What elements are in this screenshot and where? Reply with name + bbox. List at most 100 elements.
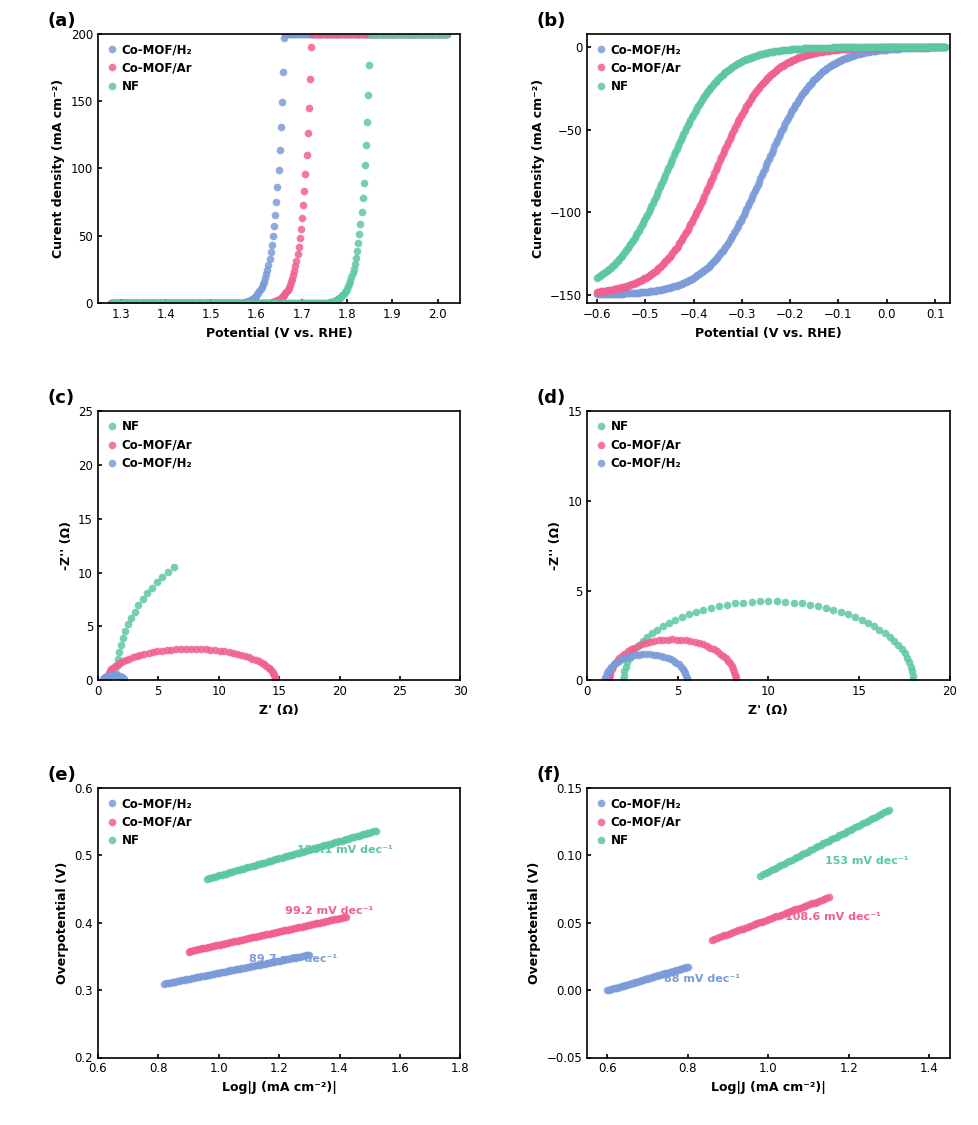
NF	[869, 810, 881, 824]
Co-MOF/Ar	[276, 924, 288, 937]
NF	[848, 820, 860, 834]
Text: (f): (f)	[536, 766, 560, 784]
Line: Co-MOF/H₂: Co-MOF/H₂	[602, 963, 691, 994]
NF	[827, 831, 839, 845]
Co-MOF/H₂	[650, 969, 662, 982]
NF	[116, 631, 128, 645]
Co-MOF/Ar	[758, 914, 770, 927]
Co-MOF/H₂	[661, 651, 673, 665]
Line: Co-MOF/Ar: Co-MOF/Ar	[108, 30, 450, 307]
NF	[772, 860, 783, 873]
NF	[389, 27, 401, 40]
Co-MOF/H₂	[603, 662, 615, 675]
NF	[830, 830, 842, 844]
Co-MOF/H₂	[619, 979, 631, 992]
NF	[854, 818, 866, 831]
Co-MOF/Ar	[615, 649, 627, 663]
Co-MOF/Ar	[605, 663, 617, 676]
Co-MOF/H₂	[621, 650, 633, 664]
Y-axis label: Overpotential (V): Overpotential (V)	[56, 862, 68, 984]
Co-MOF/H₂	[158, 976, 170, 990]
Co-MOF/H₂	[599, 674, 610, 687]
Co-MOF/H₂	[103, 668, 114, 682]
Co-MOF/H₂	[648, 970, 660, 983]
Line: Co-MOF/H₂: Co-MOF/H₂	[593, 44, 948, 298]
NF	[310, 296, 322, 309]
Co-MOF/Ar	[724, 657, 735, 670]
Co-MOF/H₂	[664, 652, 676, 666]
Co-MOF/Ar	[610, 654, 622, 667]
NF	[938, 40, 950, 54]
Legend: Co-MOF/H₂, Co-MOF/Ar, NF: Co-MOF/H₂, Co-MOF/Ar, NF	[104, 39, 196, 97]
Co-MOF/H₂	[111, 668, 122, 682]
Co-MOF/Ar	[647, 266, 659, 279]
Co-MOF/H₂	[661, 965, 673, 979]
NF	[730, 57, 741, 71]
Co-MOF/H₂	[106, 668, 117, 682]
Co-MOF/Ar	[722, 927, 734, 940]
Co-MOF/Ar	[183, 945, 195, 958]
NF	[119, 624, 131, 638]
NF	[806, 842, 818, 855]
Co-MOF/H₂	[642, 972, 653, 986]
Co-MOF/Ar	[708, 933, 720, 946]
Line: NF: NF	[593, 43, 948, 281]
NF	[106, 296, 117, 309]
Co-MOF/H₂	[938, 40, 950, 54]
NF	[796, 847, 808, 861]
NF	[146, 580, 157, 594]
NF	[303, 843, 315, 856]
Co-MOF/Ar	[640, 637, 651, 650]
Co-MOF/H₂	[674, 659, 686, 673]
Co-MOF/Ar	[680, 633, 691, 647]
Co-MOF/Ar	[777, 907, 788, 920]
Co-MOF/H₂	[654, 649, 666, 663]
Y-axis label: -Z'' (Ω): -Z'' (Ω)	[549, 521, 561, 570]
Co-MOF/H₂	[734, 214, 746, 227]
X-axis label: Potential (V vs. RHE): Potential (V vs. RHE)	[694, 326, 841, 340]
Co-MOF/H₂	[107, 296, 118, 309]
Co-MOF/Ar	[692, 637, 704, 650]
NF	[440, 27, 452, 40]
Co-MOF/Ar	[606, 659, 618, 673]
Legend: Co-MOF/H₂, Co-MOF/Ar, NF: Co-MOF/H₂, Co-MOF/Ar, NF	[104, 794, 196, 850]
Co-MOF/H₂	[636, 647, 647, 660]
NF	[770, 861, 781, 874]
Line: Co-MOF/H₂: Co-MOF/H₂	[108, 30, 450, 307]
NF	[156, 570, 168, 584]
Co-MOF/H₂	[730, 222, 741, 235]
NF	[111, 666, 122, 680]
Co-MOF/Ar	[696, 638, 708, 651]
NF	[161, 565, 173, 578]
Co-MOF/Ar	[765, 911, 777, 925]
Line: Co-MOF/Ar: Co-MOF/Ar	[185, 914, 349, 955]
NF	[822, 834, 834, 847]
Co-MOF/H₂	[665, 965, 677, 979]
NF	[364, 27, 376, 40]
Co-MOF/H₂	[118, 673, 130, 686]
Co-MOF/Ar	[748, 918, 760, 931]
NF	[113, 645, 125, 658]
Legend: Co-MOF/H₂, Co-MOF/Ar, NF: Co-MOF/H₂, Co-MOF/Ar, NF	[593, 794, 685, 850]
Legend: NF, Co-MOF/Ar, Co-MOF/H₂: NF, Co-MOF/Ar, Co-MOF/H₂	[104, 417, 196, 474]
Co-MOF/H₂	[641, 972, 652, 986]
NF	[151, 575, 162, 588]
Co-MOF/Ar	[106, 663, 117, 676]
Text: (d): (d)	[536, 389, 565, 407]
Co-MOF/Ar	[743, 919, 755, 933]
Co-MOF/Ar	[269, 674, 281, 687]
Co-MOF/Ar	[730, 674, 741, 687]
NF	[301, 844, 313, 857]
Co-MOF/H₂	[639, 972, 650, 986]
NF	[846, 822, 858, 836]
Co-MOF/Ar	[705, 933, 717, 946]
Co-MOF/Ar	[603, 668, 615, 682]
Co-MOF/H₂	[679, 666, 690, 680]
Co-MOF/H₂	[629, 648, 641, 662]
Co-MOF/Ar	[123, 651, 135, 665]
Co-MOF/Ar	[779, 906, 791, 919]
X-axis label: Log|J (mA cm⁻²)|: Log|J (mA cm⁻²)|	[710, 1081, 825, 1094]
NF	[840, 825, 852, 838]
NF	[754, 868, 766, 882]
Co-MOF/Ar	[106, 296, 117, 309]
